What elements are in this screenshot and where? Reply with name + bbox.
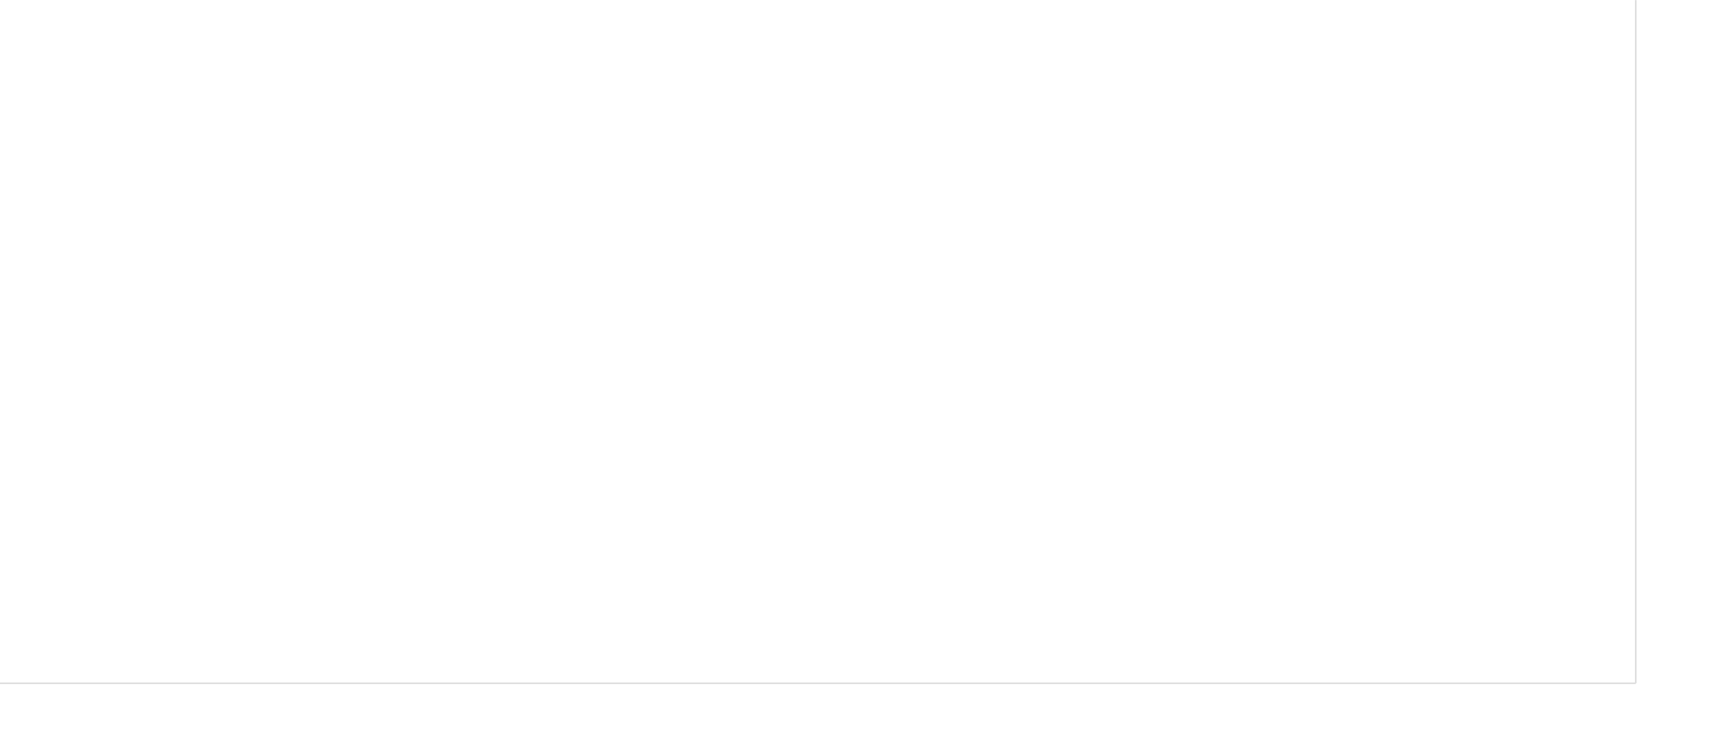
page: (() => { const data = JSON.parse(documen… [0, 0, 1637, 685]
chart [0, 0, 1637, 685]
